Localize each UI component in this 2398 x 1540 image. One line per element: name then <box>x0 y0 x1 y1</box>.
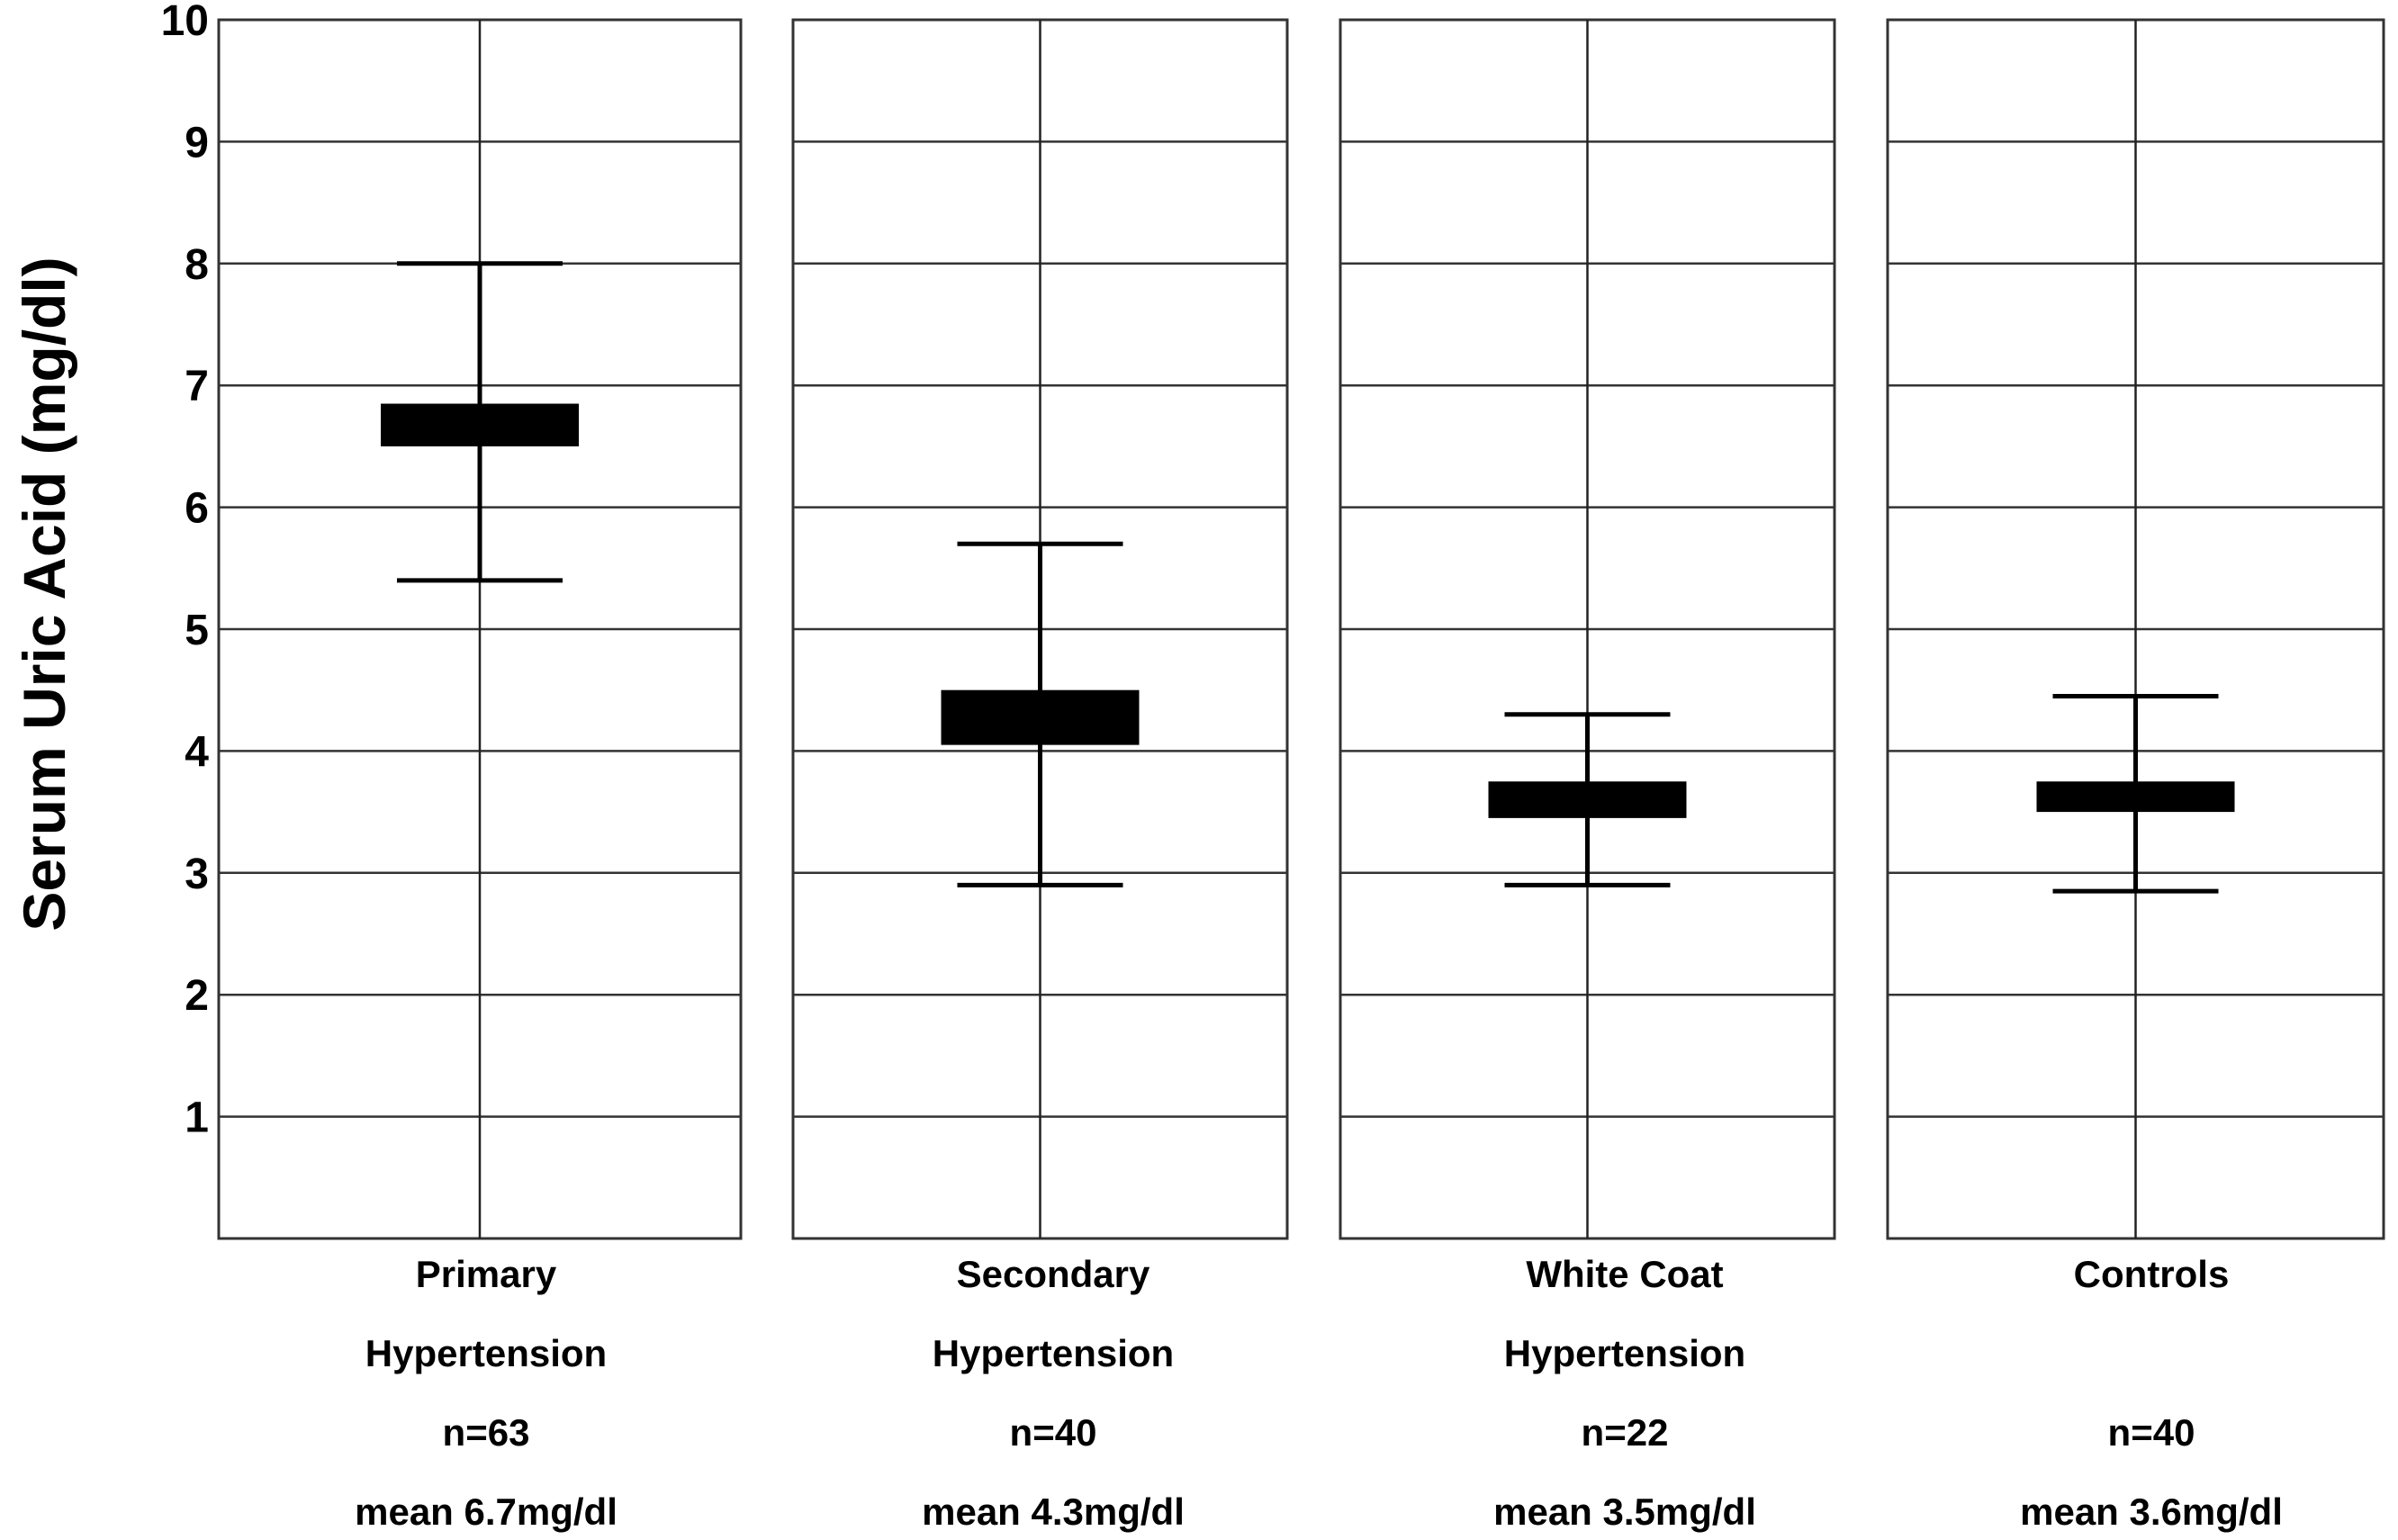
y-axis: 1 2 3 4 5 6 7 8 9 10 <box>161 0 210 1142</box>
group-mean-label: mean 4.3mg/dl <box>922 1490 1185 1533</box>
category-label-2: Secondary Hypertension n=40 mean 4.3mg/dl <box>922 1253 1185 1533</box>
group-name-line2: Hypertension <box>365 1332 607 1374</box>
y-tick-label: 7 <box>185 363 209 410</box>
y-tick-label: 10 <box>161 0 209 45</box>
mean-box <box>2036 781 2235 813</box>
group-name-line1: Controls <box>2074 1253 2230 1295</box>
group-mean-label: mean 3.6mg/dl <box>2020 1490 2283 1533</box>
panel-4 <box>1886 18 2385 1240</box>
y-tick-label: 6 <box>185 485 209 533</box>
group-sample-size: n=40 <box>2108 1411 2195 1454</box>
mean-box <box>941 689 1140 745</box>
mean-box <box>1488 781 1687 818</box>
group-name-line1: Primary <box>416 1253 557 1295</box>
group-sample-size: n=40 <box>1010 1411 1097 1454</box>
y-tick-label: 1 <box>185 1094 209 1142</box>
y-tick-label: 9 <box>185 119 209 167</box>
category-label-1: Primary Hypertension n=63 mean 6.7mg/dl <box>355 1253 618 1533</box>
y-tick-label: 8 <box>185 241 209 289</box>
y-axis-label: Serum Uric Acid (mg/dl) <box>11 257 77 931</box>
category-labels: Primary Hypertension n=63 mean 6.7mg/dl Seco… <box>355 1253 2283 1533</box>
panel-2 <box>791 18 1289 1240</box>
category-label-4: Controls n=40 mean 3.6mg/dl <box>2020 1253 2283 1533</box>
panel-3 <box>1339 18 1836 1240</box>
group-name-line1: Secondary <box>957 1253 1150 1295</box>
group-sample-size: n=63 <box>443 1411 530 1454</box>
group-mean-label: mean 6.7mg/dl <box>355 1490 618 1533</box>
category-label-3: White Coat Hypertension n=22 mean 3.5mg/dl <box>1493 1253 1756 1533</box>
mean-box <box>381 403 579 446</box>
y-tick-label: 4 <box>185 728 209 776</box>
panel-1 <box>217 18 743 1240</box>
group-name-line2: Hypertension <box>933 1332 1174 1374</box>
group-name-line1: White Coat <box>1526 1253 1723 1295</box>
group-mean-label: mean 3.5mg/dl <box>1493 1490 1756 1533</box>
group-name-line2: Hypertension <box>1504 1332 1745 1374</box>
group-sample-size: n=22 <box>1582 1411 1669 1454</box>
y-tick-label: 5 <box>185 607 209 654</box>
y-tick-label: 2 <box>185 972 209 1020</box>
y-tick-label: 3 <box>185 851 209 898</box>
chart-panels <box>217 18 2385 1240</box>
